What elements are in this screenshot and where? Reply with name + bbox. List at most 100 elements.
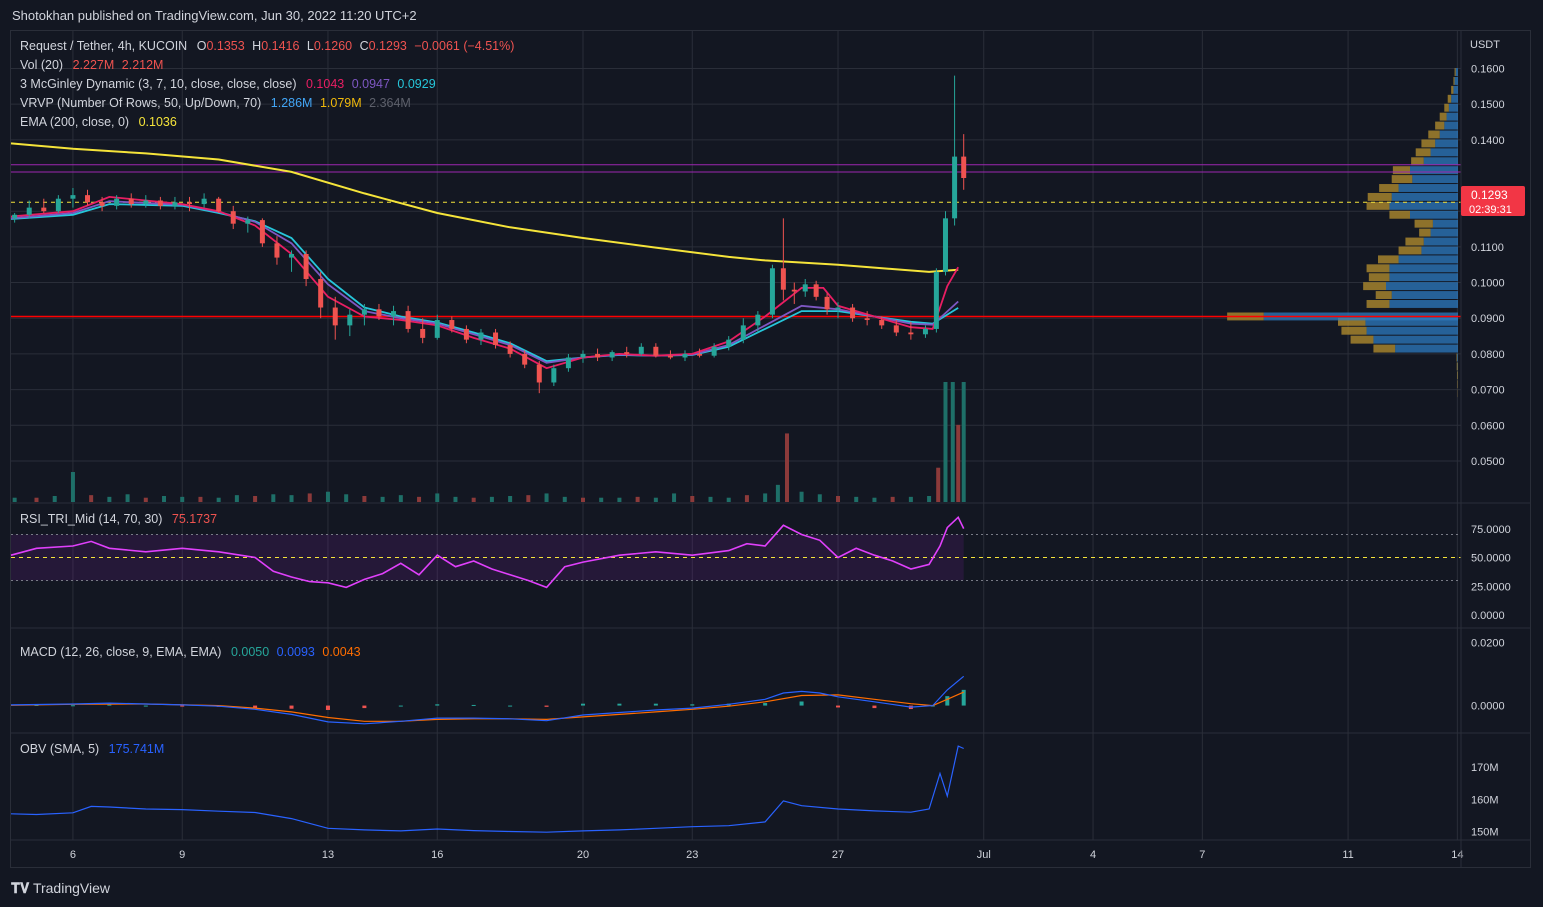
candle-body (740, 325, 746, 340)
volume-bar (344, 494, 349, 502)
x-tick-label: 11 (1342, 849, 1353, 861)
tradingview-logo[interactable]: 𝐓𝐕 TradingView (11, 880, 110, 897)
volume-bar (508, 496, 513, 502)
rsi-legend[interactable]: RSI_TRI_Mid (14, 70, 30) 75.1737 (20, 512, 217, 526)
price-tick-label: 0.1600 (1471, 63, 1505, 75)
vp-up-bar (1395, 344, 1458, 353)
volume-bar (143, 497, 148, 502)
candle-body (172, 202, 178, 206)
volume-bar (34, 497, 39, 502)
x-tick-label: 14 (1451, 849, 1463, 861)
volume-bar (763, 493, 768, 502)
vp-up-bar (1410, 210, 1458, 219)
candle-body (908, 332, 914, 335)
volume-bar (289, 495, 294, 502)
macd-tick-label: 0.0000 (1471, 701, 1505, 713)
macd-hist-value: 0.0050 (230, 645, 270, 659)
vp-up-bar (1453, 85, 1458, 94)
chart-frame[interactable] (10, 30, 1531, 868)
volume-bar (708, 496, 713, 502)
obv-label: OBV (SMA, 5) (20, 742, 100, 756)
bar-countdown: 02:39:31 (1469, 204, 1512, 216)
mcginley-legend[interactable]: 3 McGinley Dynamic (3, 7, 10, close, clo… (20, 77, 436, 91)
volume-bar (943, 382, 948, 502)
candle-body (522, 353, 528, 365)
symbol-name: Request / Tether, 4h, KUCOIN (20, 39, 188, 53)
ema-legend[interactable]: EMA (200, close, 0) 0.1036 (20, 115, 177, 129)
macd-signal-value: 0.0043 (322, 645, 361, 659)
symbol-legend[interactable]: Request / Tether, 4h, KUCOIN O0.1353 H0.… (20, 39, 514, 53)
candle-body (565, 357, 571, 369)
candle-body (41, 207, 47, 212)
volume-bar (489, 496, 494, 502)
vp-up-bar (1430, 148, 1458, 157)
candle-body (12, 214, 18, 219)
candle-body (128, 198, 134, 205)
volume-bar (927, 496, 932, 502)
vp-down-bar (1435, 121, 1445, 130)
candle-body (245, 220, 251, 224)
volume-bar (936, 467, 941, 502)
candle-body (667, 355, 673, 358)
candle-body (653, 346, 659, 356)
mcginley-mid-value: 0.0947 (351, 77, 390, 91)
candle-body (802, 284, 808, 292)
macd-hist-bar (617, 703, 622, 706)
macd-hist-bar (398, 705, 403, 707)
macd-label: MACD (12, 26, close, 9, EMA, EMA) (20, 645, 222, 659)
macd-hist-bar (690, 704, 695, 706)
vp-up-bar (1430, 228, 1458, 237)
vp-down-bar (1341, 326, 1367, 335)
vp-up-bar (1389, 300, 1458, 308)
candle-body (143, 200, 149, 205)
volume-bar (70, 472, 75, 502)
candle-body (347, 314, 353, 326)
vrvp-total-value: 2.364M (369, 96, 411, 110)
volume-profile (1227, 68, 1458, 398)
volume-legend[interactable]: Vol (20) 2.227M 2.212M (20, 58, 163, 72)
candle-body (434, 320, 440, 338)
vrvp-label: VRVP (Number Of Rows, 50, Up/Down, 70) (20, 96, 262, 110)
candle-body (780, 268, 786, 290)
vp-up-bar (1423, 237, 1458, 246)
macd-hist-bar (653, 703, 658, 706)
macd-hist-bar (580, 703, 585, 706)
price-tick-label: 0.0700 (1471, 385, 1505, 397)
vp-up-bar (1373, 335, 1458, 344)
vp-down-bar (1379, 184, 1399, 192)
candle-body (595, 353, 601, 358)
vp-down-bar (1421, 139, 1436, 148)
volume-bar (89, 495, 94, 502)
vp-down-bar (1451, 85, 1454, 94)
price-levels (11, 164, 1461, 318)
volume-bar (785, 433, 790, 502)
vp-up-bar (1432, 219, 1458, 228)
macd-hist-bar (143, 705, 148, 707)
volume-ma-value: 2.212M (121, 58, 164, 72)
macd-signal-line (10, 691, 964, 722)
x-tick-label: Jul (977, 849, 991, 861)
volume-bar (398, 495, 403, 502)
vp-down-bar (1338, 317, 1366, 326)
obv-tick-label: 150M (1471, 827, 1499, 839)
candle-body (405, 311, 411, 329)
candle-body (420, 328, 426, 338)
low-value: 0.1260 (313, 39, 353, 53)
candle-body (449, 320, 455, 329)
low-label: L (306, 39, 314, 53)
macd-legend[interactable]: MACD (12, 26, close, 9, EMA, EMA) 0.0050… (20, 645, 361, 659)
candle-body (274, 243, 280, 258)
vp-down-bar (1350, 335, 1374, 344)
candle-body (922, 328, 928, 335)
obv-legend[interactable]: OBV (SMA, 5) 175.741M (20, 742, 164, 756)
vp-down-bar (1391, 175, 1413, 184)
candle-body (70, 195, 76, 199)
volume-bar (950, 382, 955, 502)
axes: 6 9 13 16 20 23 27 Jul 4 7 11 14 0.1600 0.1500 0.1400 0… (70, 63, 1511, 861)
volume-bar (908, 496, 913, 502)
candle-body (536, 364, 542, 383)
tv-icon: 𝐓𝐕 (11, 880, 30, 896)
vp-up-bar (1454, 76, 1458, 85)
vrvp-legend[interactable]: VRVP (Number Of Rows, 50, Up/Down, 70) 1… (20, 96, 411, 110)
